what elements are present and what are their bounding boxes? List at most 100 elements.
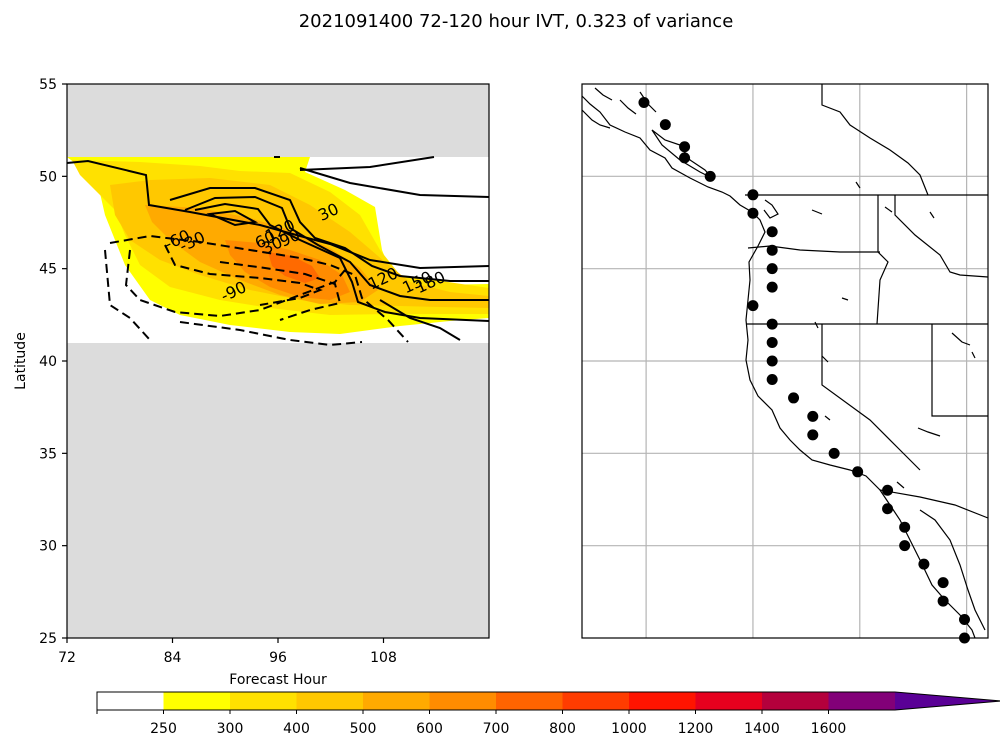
colorbar-tick-label: 800 — [549, 721, 576, 737]
map-point — [918, 558, 930, 570]
map-point — [638, 96, 650, 108]
border-id — [876, 195, 889, 325]
map-point — [679, 141, 691, 153]
contour-line-positive-150 — [206, 209, 259, 227]
map-point — [807, 410, 819, 422]
colorbar-segment — [163, 692, 231, 710]
colorbar-segment — [230, 692, 297, 710]
map-point — [766, 355, 778, 367]
y-axis-label: Latitude — [13, 332, 29, 390]
border-nv-az — [931, 324, 988, 417]
colorbar-segment — [429, 692, 497, 710]
colorbar-segment — [828, 692, 896, 710]
colorbar-segment — [296, 692, 364, 710]
map-point — [899, 540, 911, 552]
map-gridlines — [582, 84, 988, 638]
y-tick-label: 35 — [39, 446, 57, 462]
contour-line-negative-120 — [219, 261, 342, 321]
colorbar-segment — [562, 692, 630, 710]
map-point — [937, 577, 949, 589]
colorbar-tick-label: 1200 — [678, 721, 714, 737]
map-point — [937, 595, 949, 607]
map-point — [747, 300, 759, 312]
colorbar-tick-label: 1000 — [611, 721, 647, 737]
map-point — [882, 484, 894, 496]
lake-marks — [811, 181, 976, 489]
map-point — [882, 503, 894, 515]
map-point — [679, 152, 691, 164]
colorbar-segment — [695, 692, 763, 710]
colorbar-segment — [496, 692, 563, 710]
right-panel — [581, 83, 989, 644]
map-frame — [581, 83, 989, 639]
border-nv-ca — [821, 324, 921, 471]
map-point — [704, 170, 716, 182]
x-axis-label: Forecast Hour — [229, 672, 327, 688]
map-point — [852, 466, 864, 478]
x-tick-label: 84 — [164, 650, 182, 666]
coast-inlets-north — [581, 87, 657, 129]
x-tick-label: 108 — [370, 650, 397, 666]
colorbar-segment — [762, 692, 829, 710]
y-tick-label: 45 — [39, 262, 57, 278]
gulf-of-california — [919, 509, 986, 631]
colorbar-tick-label: 700 — [483, 721, 510, 737]
x-tick-label: 72 — [58, 650, 76, 666]
colorbar-tick-label: 500 — [350, 721, 377, 737]
map-point — [766, 337, 778, 349]
border-bc-alberta — [821, 84, 929, 196]
coastline — [581, 95, 976, 639]
contour-line-positive-60 — [169, 187, 489, 282]
map-point — [958, 614, 970, 626]
colorbar-tick-label: 300 — [217, 721, 244, 737]
contour-line-negative-90 — [164, 244, 323, 306]
map-point — [766, 373, 778, 385]
colorbar-segment — [97, 692, 164, 710]
colorbar: 250 300 400 500 600 700 800 1000 1200 1400 1600 — [96, 691, 1000, 737]
contour-line-positive-180 — [379, 299, 461, 341]
left-axes: 72 84 96 108 25 30 35 40 45 50 55 — [39, 77, 397, 666]
y-tick-label: 50 — [39, 169, 57, 185]
map-point — [766, 226, 778, 238]
contour-line-positive-30-top — [299, 156, 435, 171]
map-point — [747, 207, 759, 219]
contour-line-positive-30-upper — [299, 167, 490, 198]
figure-title: 2021091400 72-120 hour IVT, 0.323 of var… — [299, 11, 734, 32]
map-point — [747, 189, 759, 201]
map-point — [766, 318, 778, 330]
map-points — [638, 96, 970, 644]
y-tick-label: 30 — [39, 539, 57, 555]
puget-sound — [763, 199, 779, 219]
contour-line-negative-lower — [179, 321, 363, 347]
colorbar-segment — [363, 692, 430, 710]
colorbar-tick-label: 1400 — [744, 721, 780, 737]
contour-line-positive-30-outer — [66, 159, 490, 270]
colorbar-outline — [96, 691, 1000, 711]
colorbar-tick-label: 250 — [150, 721, 177, 737]
map-borders — [581, 84, 989, 639]
map-point — [828, 447, 840, 459]
contour-line-positive-90 — [184, 195, 489, 301]
colorbar-tick-label: 400 — [283, 721, 310, 737]
colorbar-tick-label: 600 — [416, 721, 443, 737]
y-tick-label: 40 — [39, 354, 57, 370]
map-point — [766, 281, 778, 293]
map-point — [766, 244, 778, 256]
contour-line-negative-60-inner — [124, 249, 346, 318]
y-tick-label: 25 — [39, 631, 57, 647]
border-wa-or — [747, 245, 880, 253]
y-tick-label: 55 — [39, 77, 57, 93]
map-point — [899, 521, 911, 533]
map-point — [807, 429, 819, 441]
map-point — [766, 263, 778, 275]
colorbar-tick-label: 1600 — [811, 721, 847, 737]
border-us-mexico — [879, 489, 989, 519]
x-tick-label: 96 — [269, 650, 287, 666]
map-point — [788, 392, 800, 404]
colorbar-segment — [629, 692, 696, 710]
ivt-contour-lines — [66, 156, 490, 347]
border-mt-id — [894, 195, 989, 278]
contour-line-positive-120 — [194, 202, 490, 322]
